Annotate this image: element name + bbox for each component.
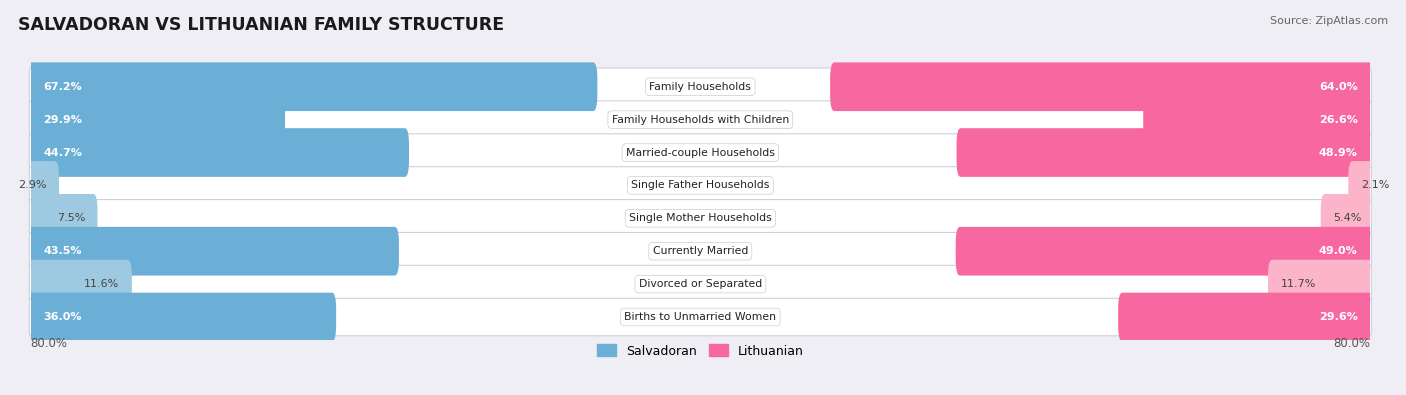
Text: Family Households: Family Households: [650, 82, 751, 92]
FancyBboxPatch shape: [27, 260, 132, 308]
Text: 11.6%: 11.6%: [84, 279, 120, 289]
Text: Family Households with Children: Family Households with Children: [612, 115, 789, 125]
Text: 2.9%: 2.9%: [18, 181, 46, 190]
FancyBboxPatch shape: [27, 128, 409, 177]
Text: Married-couple Households: Married-couple Households: [626, 147, 775, 158]
FancyBboxPatch shape: [1143, 95, 1374, 144]
Text: 64.0%: 64.0%: [1319, 82, 1358, 92]
FancyBboxPatch shape: [1118, 293, 1374, 341]
FancyBboxPatch shape: [27, 62, 598, 111]
FancyBboxPatch shape: [27, 194, 97, 243]
Text: Single Father Households: Single Father Households: [631, 181, 769, 190]
FancyBboxPatch shape: [30, 134, 1371, 171]
Text: 48.9%: 48.9%: [1319, 147, 1358, 158]
Text: Births to Unmarried Women: Births to Unmarried Women: [624, 312, 776, 322]
Text: 36.0%: 36.0%: [44, 312, 82, 322]
Text: 49.0%: 49.0%: [1319, 246, 1358, 256]
Text: 26.6%: 26.6%: [1319, 115, 1358, 125]
FancyBboxPatch shape: [27, 293, 336, 341]
Text: 43.5%: 43.5%: [44, 246, 82, 256]
FancyBboxPatch shape: [27, 95, 285, 144]
Text: SALVADORAN VS LITHUANIAN FAMILY STRUCTURE: SALVADORAN VS LITHUANIAN FAMILY STRUCTUR…: [18, 16, 505, 34]
Text: 11.7%: 11.7%: [1281, 279, 1316, 289]
FancyBboxPatch shape: [30, 68, 1371, 105]
FancyBboxPatch shape: [1348, 161, 1374, 210]
FancyBboxPatch shape: [1320, 194, 1374, 243]
FancyBboxPatch shape: [1268, 260, 1374, 308]
FancyBboxPatch shape: [30, 265, 1371, 303]
Text: Currently Married: Currently Married: [652, 246, 748, 256]
FancyBboxPatch shape: [30, 298, 1371, 336]
Text: 44.7%: 44.7%: [44, 147, 82, 158]
Text: 67.2%: 67.2%: [44, 82, 82, 92]
Text: 7.5%: 7.5%: [56, 213, 84, 223]
Text: Divorced or Separated: Divorced or Separated: [638, 279, 762, 289]
FancyBboxPatch shape: [27, 227, 399, 276]
Text: 5.4%: 5.4%: [1333, 213, 1361, 223]
FancyBboxPatch shape: [30, 101, 1371, 138]
Text: Single Mother Households: Single Mother Households: [628, 213, 772, 223]
Text: 29.9%: 29.9%: [44, 115, 82, 125]
Text: Source: ZipAtlas.com: Source: ZipAtlas.com: [1270, 16, 1388, 26]
Legend: Salvadoran, Lithuanian: Salvadoran, Lithuanian: [592, 339, 808, 363]
FancyBboxPatch shape: [30, 167, 1371, 204]
FancyBboxPatch shape: [30, 199, 1371, 237]
Text: 29.6%: 29.6%: [1319, 312, 1358, 322]
FancyBboxPatch shape: [830, 62, 1374, 111]
FancyBboxPatch shape: [956, 227, 1374, 276]
Text: 80.0%: 80.0%: [31, 337, 67, 350]
Text: 2.1%: 2.1%: [1361, 181, 1389, 190]
Text: 80.0%: 80.0%: [1333, 337, 1369, 350]
FancyBboxPatch shape: [30, 233, 1371, 270]
FancyBboxPatch shape: [27, 161, 59, 210]
FancyBboxPatch shape: [956, 128, 1374, 177]
